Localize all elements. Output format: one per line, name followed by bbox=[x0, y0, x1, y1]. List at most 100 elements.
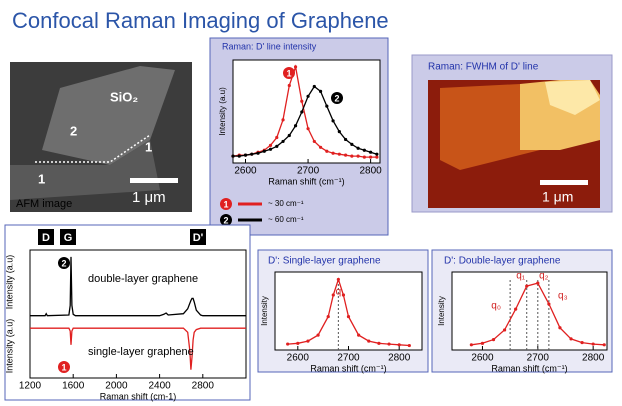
data-point bbox=[325, 149, 329, 153]
data-point bbox=[306, 94, 310, 98]
chart-title: D': Double-layer graphene bbox=[444, 256, 561, 267]
x-tick-label: 2800 bbox=[388, 353, 411, 364]
number-marker bbox=[220, 198, 232, 210]
afm-label: 2 bbox=[70, 123, 77, 138]
x-tick-label: 2700 bbox=[297, 166, 320, 177]
series-label: single-layer graphene bbox=[88, 346, 194, 358]
data-point bbox=[275, 144, 279, 148]
x-tick-label: 2000 bbox=[105, 381, 128, 392]
number-marker-label: 1 bbox=[286, 68, 291, 78]
data-point bbox=[397, 343, 401, 347]
data-point bbox=[357, 333, 361, 337]
data-point bbox=[293, 124, 298, 128]
data-point bbox=[547, 302, 551, 306]
data-point bbox=[602, 343, 606, 347]
plot-area bbox=[29, 249, 247, 379]
data-point bbox=[375, 152, 379, 156]
x-tick-label: 2400 bbox=[148, 381, 171, 392]
data-point bbox=[346, 314, 351, 319]
scale-bar bbox=[130, 178, 178, 183]
number-marker bbox=[220, 214, 232, 226]
afm-label: SiO₂ bbox=[110, 89, 138, 104]
data-point bbox=[300, 110, 304, 114]
fwhm-panel: Raman: FWHM of D' line 1 μm bbox=[411, 54, 613, 213]
x-axis-label: Raman shift (cm-1) bbox=[100, 391, 177, 401]
peak-tag bbox=[190, 229, 206, 245]
data-point bbox=[326, 314, 330, 319]
data-point bbox=[306, 339, 310, 343]
plot-area bbox=[232, 59, 381, 164]
afm-label: 1 bbox=[145, 139, 152, 154]
peak-label: q₁ bbox=[516, 271, 526, 282]
number-marker-label: 1 bbox=[61, 362, 66, 372]
peak-label: q₀ bbox=[491, 301, 501, 312]
number-marker-label: 1 bbox=[223, 199, 228, 209]
legend-label: ~ 30 cm⁻¹ bbox=[268, 199, 304, 208]
data-point bbox=[318, 89, 323, 93]
series-line bbox=[30, 256, 246, 317]
data-point bbox=[281, 118, 285, 122]
scale-bar-label: 1 μm bbox=[542, 189, 573, 205]
data-point bbox=[256, 151, 260, 155]
x-tick-label: 2800 bbox=[359, 166, 382, 177]
panel-title: Raman: FWHM of D' line bbox=[428, 62, 539, 73]
data-point bbox=[362, 155, 366, 159]
data-point bbox=[491, 338, 496, 342]
peak-label: q bbox=[336, 287, 342, 298]
data-point bbox=[237, 154, 241, 158]
x-tick-label: 2700 bbox=[337, 353, 360, 364]
peak-tag-label: D bbox=[42, 232, 50, 244]
data-point bbox=[480, 341, 485, 345]
data-point bbox=[262, 149, 266, 153]
data-point bbox=[367, 339, 371, 343]
afm-flake bbox=[10, 140, 160, 200]
data-point bbox=[331, 119, 335, 123]
afm-boundary bbox=[35, 134, 151, 163]
y-axis-label: Intensity bbox=[437, 296, 446, 326]
data-point bbox=[536, 281, 540, 285]
peak-tag-label: D' bbox=[193, 232, 204, 244]
data-point bbox=[243, 153, 248, 157]
data-point bbox=[318, 145, 323, 149]
data-point bbox=[300, 99, 304, 103]
series-line bbox=[30, 327, 246, 370]
x-tick-label: 1200 bbox=[19, 381, 42, 392]
afm-caption: AFM image bbox=[16, 198, 72, 210]
data-point bbox=[337, 130, 341, 134]
data-point bbox=[369, 155, 373, 159]
data-point bbox=[591, 342, 595, 346]
series-label: double-layer graphene bbox=[88, 273, 198, 285]
number-marker bbox=[58, 361, 70, 373]
data-point bbox=[312, 84, 316, 89]
x-tick-label: 2800 bbox=[192, 381, 215, 392]
data-point bbox=[525, 284, 529, 288]
map-region bbox=[545, 80, 600, 115]
number-marker-label: 2 bbox=[223, 215, 228, 225]
data-point bbox=[356, 146, 360, 150]
x-tick-label: 2800 bbox=[582, 353, 605, 364]
chart-title: D': Single-layer graphene bbox=[268, 256, 381, 267]
data-point bbox=[312, 139, 316, 144]
data-point bbox=[287, 83, 291, 88]
data-point bbox=[250, 152, 254, 156]
plot-area bbox=[451, 271, 608, 351]
data-point bbox=[268, 147, 273, 151]
scale-bar bbox=[540, 180, 588, 185]
number-marker-label: 2 bbox=[334, 93, 339, 103]
plot-area bbox=[274, 271, 423, 351]
data-point bbox=[350, 154, 354, 158]
afm-label: 1 bbox=[38, 171, 45, 186]
data-point bbox=[331, 293, 335, 297]
data-point bbox=[377, 341, 381, 345]
peak-label: q₃ bbox=[558, 291, 568, 302]
afm-image: SiO₂ 2 1 1 1 μm AFM image bbox=[10, 62, 192, 212]
data-point bbox=[275, 135, 279, 140]
data-point bbox=[325, 104, 329, 108]
x-tick-label: 2600 bbox=[287, 353, 310, 364]
data-point bbox=[558, 326, 562, 330]
x-axis-label: Raman shift (cm⁻¹) bbox=[491, 363, 567, 373]
data-point bbox=[268, 143, 273, 147]
peak-tag bbox=[38, 229, 54, 245]
number-marker bbox=[283, 67, 295, 79]
data-point bbox=[469, 343, 473, 347]
